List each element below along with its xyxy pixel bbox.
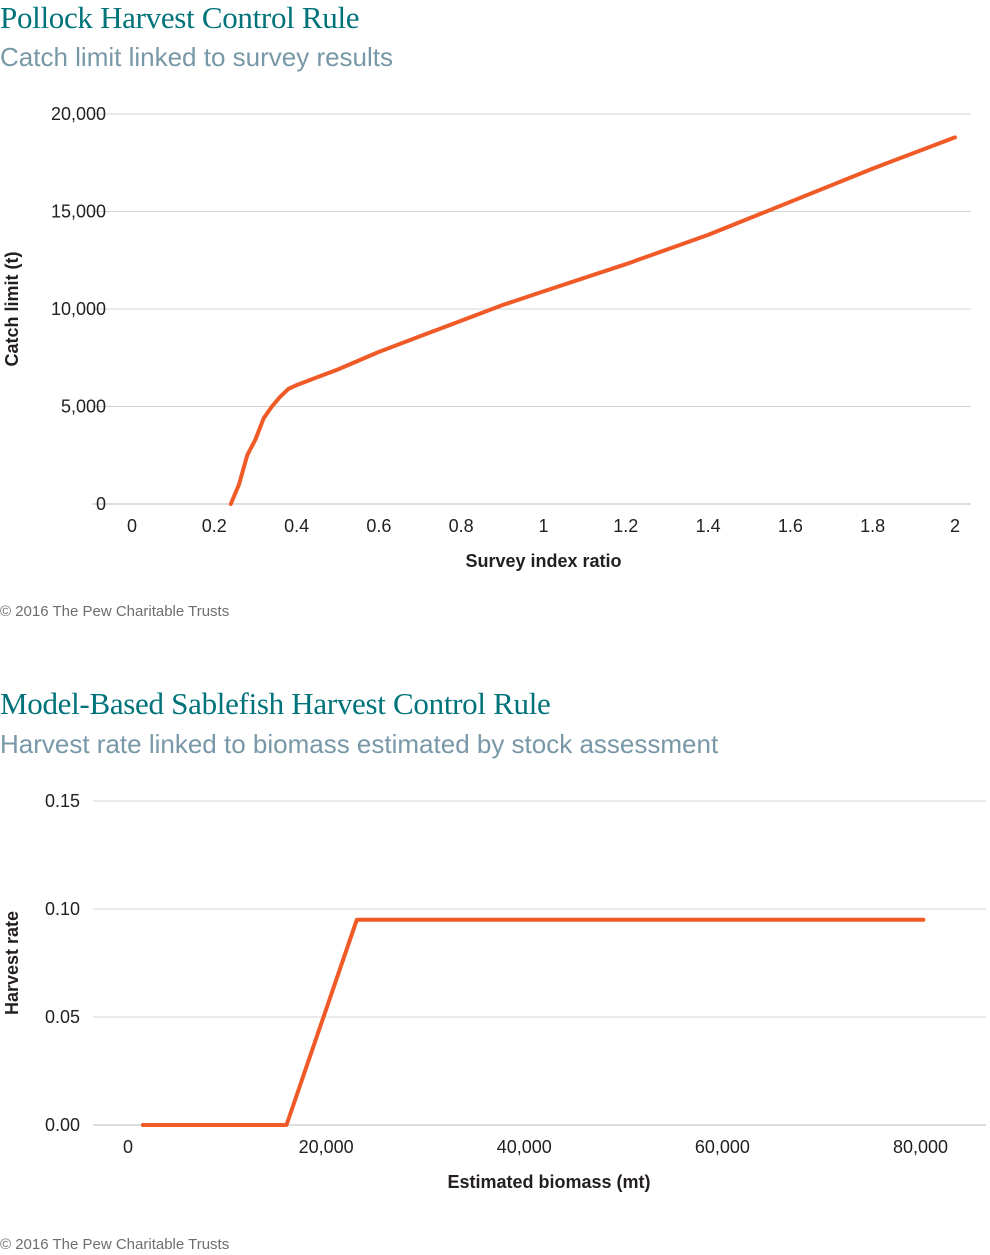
chart-1-x-tick-label: 0.2 xyxy=(202,516,227,536)
chart-1-y-axis-title: Catch limit (t) xyxy=(2,251,22,366)
chart-2-x-tick-label: 0 xyxy=(123,1137,133,1157)
chart-1-x-tick-label: 1.8 xyxy=(860,516,885,536)
chart-1-x-tick-label: 0 xyxy=(127,516,137,536)
chart-1-title: Pollock Harvest Control Rule xyxy=(0,0,360,35)
chart-2-credit: © 2016 The Pew Charitable Trusts xyxy=(0,1236,230,1253)
chart-2-x-tick-label: 40,000 xyxy=(497,1137,552,1157)
chart-1-y-tick-label: 0 xyxy=(96,494,106,514)
chart-2-y-tick-label: 0.10 xyxy=(45,899,80,919)
chart-2-title: Model-Based Sablefish Harvest Control Ru… xyxy=(0,686,551,721)
chart-1-x-tick-label: 1.6 xyxy=(778,516,803,536)
chart-2-plot: 0.00 0.05 0.10 0.15 0 20,000 40,000 60,000 80,00… xyxy=(2,791,986,1192)
chart-2-subtitle: Harvest rate linked to biomass estimated… xyxy=(0,729,719,759)
chart-1-plot: 0 5,000 10,000 15,000 20,000 0 0.2 0.4 0.6 0.8 1 1.… xyxy=(2,104,971,571)
chart-1-subtitle: Catch limit linked to survey results xyxy=(0,42,394,72)
chart-1-x-tick-label: 1 xyxy=(538,516,548,536)
chart-2-data-line xyxy=(140,917,926,1127)
chart-1-x-tick-label: 0.4 xyxy=(284,516,309,536)
chart-1-x-tick-label: 1.4 xyxy=(696,516,721,536)
chart-1-y-tick-label: 20,000 xyxy=(51,104,106,124)
chart-2-y-axis-title: Harvest rate xyxy=(2,911,22,1015)
chart-2-x-tick-label: 60,000 xyxy=(695,1137,750,1157)
chart-1-x-tick-label: 0.6 xyxy=(366,516,391,536)
chart-2-x-tick-label: 80,000 xyxy=(893,1137,948,1157)
chart-1-x-axis-title: Survey index ratio xyxy=(465,551,621,571)
chart-1-y-tick-label: 10,000 xyxy=(51,299,106,319)
chart-1-x-tick-label: 0.8 xyxy=(449,516,474,536)
chart-1-y-tick-label: 15,000 xyxy=(51,202,106,222)
chart-2-x-axis-title: Estimated biomass (mt) xyxy=(447,1172,650,1192)
chart-2-y-tick-label: 0.15 xyxy=(45,791,80,811)
chart-2-y-tick-label: 0.05 xyxy=(45,1007,80,1027)
chart-1-data-line xyxy=(228,135,957,506)
chart-1-credit: © 2016 The Pew Charitable Trusts xyxy=(0,603,230,620)
chart-1-x-tick-label: 1.2 xyxy=(613,516,638,536)
chart-1-y-tick-label: 5,000 xyxy=(61,397,106,417)
chart-2-x-tick-label: 20,000 xyxy=(299,1137,354,1157)
chart-2-y-tick-label: 0.00 xyxy=(45,1115,80,1135)
chart-1-x-tick-label: 2 xyxy=(950,516,960,536)
